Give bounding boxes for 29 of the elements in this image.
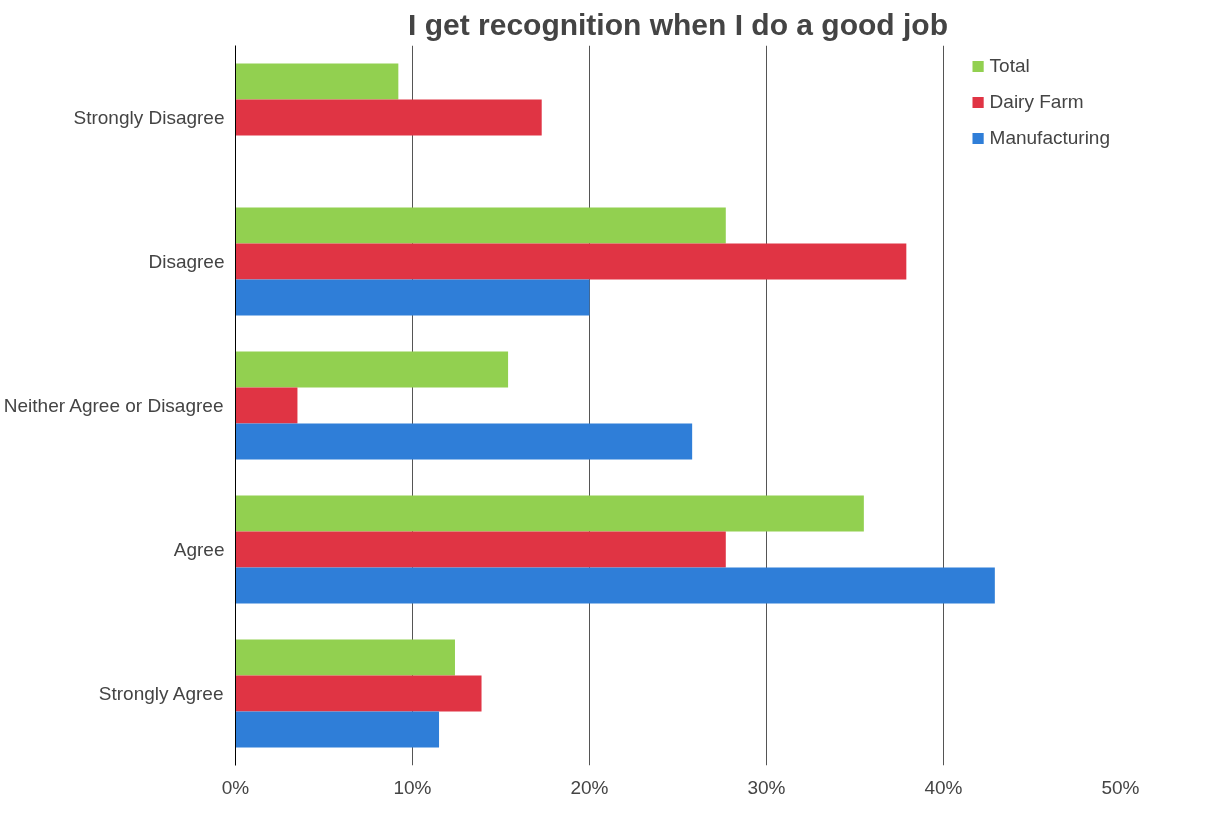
bar	[235, 207, 726, 244]
legend-label: Manufacturing	[989, 127, 1110, 149]
bar	[235, 351, 509, 388]
bar	[235, 99, 542, 136]
bar	[235, 243, 907, 280]
legend-label: Total	[989, 55, 1030, 77]
bar	[235, 675, 482, 712]
y-tick-label: Strongly Agree	[98, 683, 224, 704]
bar	[235, 531, 726, 568]
y-tick-label: Disagree	[148, 251, 225, 272]
y-tick-label: Agree	[173, 539, 225, 560]
x-tick-label: 10%	[393, 776, 432, 798]
bar	[235, 567, 995, 604]
y-tick-label: Neither Agree or Disagree	[3, 395, 224, 416]
x-tick-label: 20%	[570, 776, 609, 798]
bar	[235, 279, 590, 316]
bar	[235, 639, 455, 676]
chart-title: I get recognition when I do a good job	[408, 7, 948, 41]
x-tick-label: 40%	[924, 776, 963, 798]
bar	[235, 423, 693, 460]
x-tick-label: 50%	[1101, 776, 1140, 798]
legend-label: Dairy Farm	[989, 91, 1084, 113]
bar	[235, 387, 298, 424]
bar	[235, 63, 399, 100]
x-tick-label: 30%	[747, 776, 786, 798]
y-tick-label: Strongly Disagree	[73, 107, 225, 128]
bar	[235, 711, 440, 748]
bar	[235, 495, 864, 532]
x-tick-label: 0%	[221, 776, 250, 798]
